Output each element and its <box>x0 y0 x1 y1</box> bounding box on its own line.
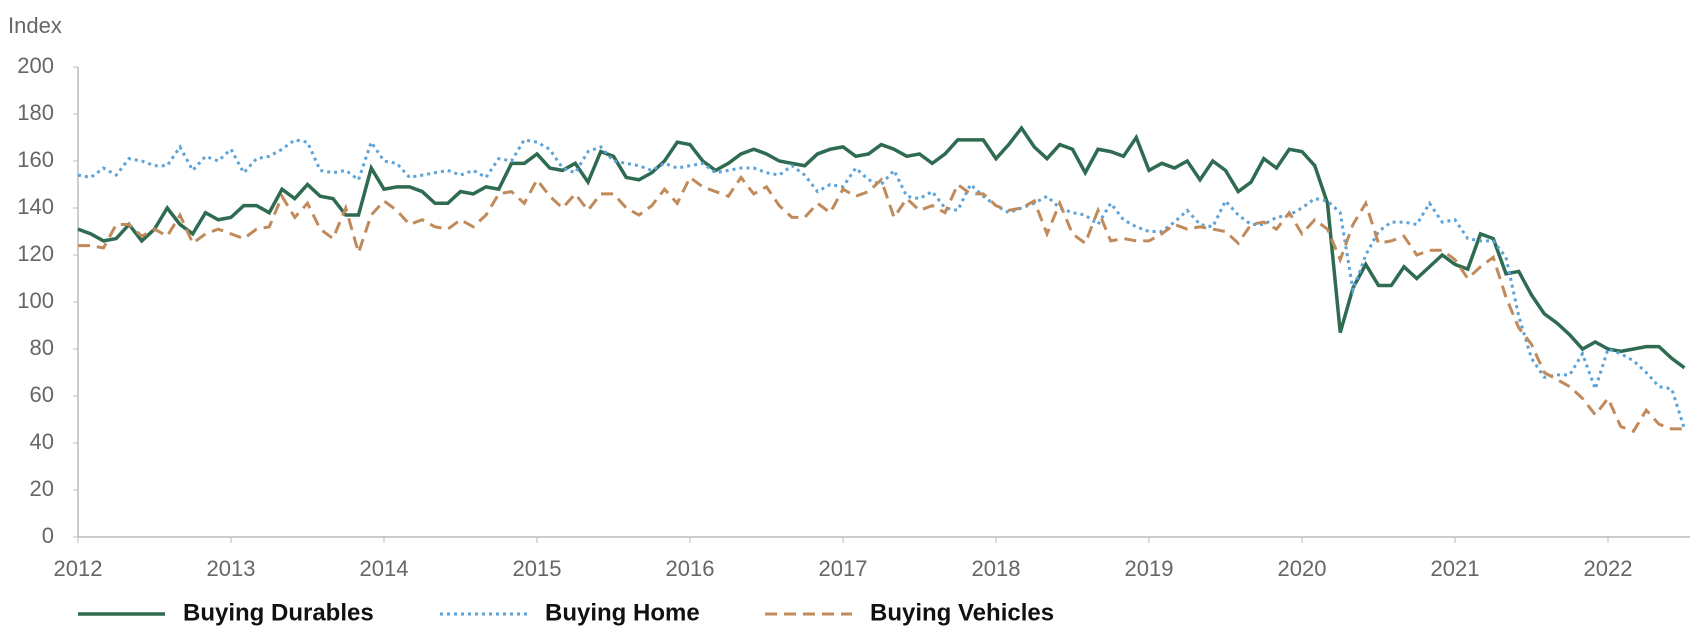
line-series <box>78 174 1685 434</box>
legend-label: Buying Home <box>545 599 700 626</box>
y-tick-label: 60 <box>30 382 54 407</box>
y-tick-label: 0 <box>42 523 54 548</box>
y-axis-label: Index <box>8 13 62 38</box>
y-tick-label: 140 <box>17 194 54 219</box>
y-tick-label: 100 <box>17 288 54 313</box>
y-tick-label: 20 <box>30 476 54 501</box>
y-tick-label: 180 <box>17 100 54 125</box>
y-tick-label: 40 <box>30 429 54 454</box>
x-tick-label: 2017 <box>819 556 868 581</box>
x-tick-label: 2020 <box>1278 556 1327 581</box>
x-tick-label: 2015 <box>513 556 562 581</box>
x-tick-label: 2016 <box>666 556 715 581</box>
x-tick-label: 2021 <box>1431 556 1480 581</box>
x-tick-label: 2018 <box>972 556 1021 581</box>
x-tick-label: 2014 <box>360 556 409 581</box>
x-tick-label: 2022 <box>1584 556 1633 581</box>
x-tick-label: 2019 <box>1125 556 1174 581</box>
x-tick-label: 2012 <box>54 556 103 581</box>
y-tick-label: 160 <box>17 147 54 172</box>
y-tick-label: 200 <box>17 53 54 78</box>
legend-label: Buying Durables <box>183 599 374 626</box>
line-series <box>77 138 1686 430</box>
y-tick-label: 80 <box>30 335 54 360</box>
y-tick-label: 120 <box>17 241 54 266</box>
x-tick-label: 2013 <box>207 556 256 581</box>
legend-label: Buying Vehicles <box>870 599 1054 626</box>
line-series <box>77 125 1686 370</box>
